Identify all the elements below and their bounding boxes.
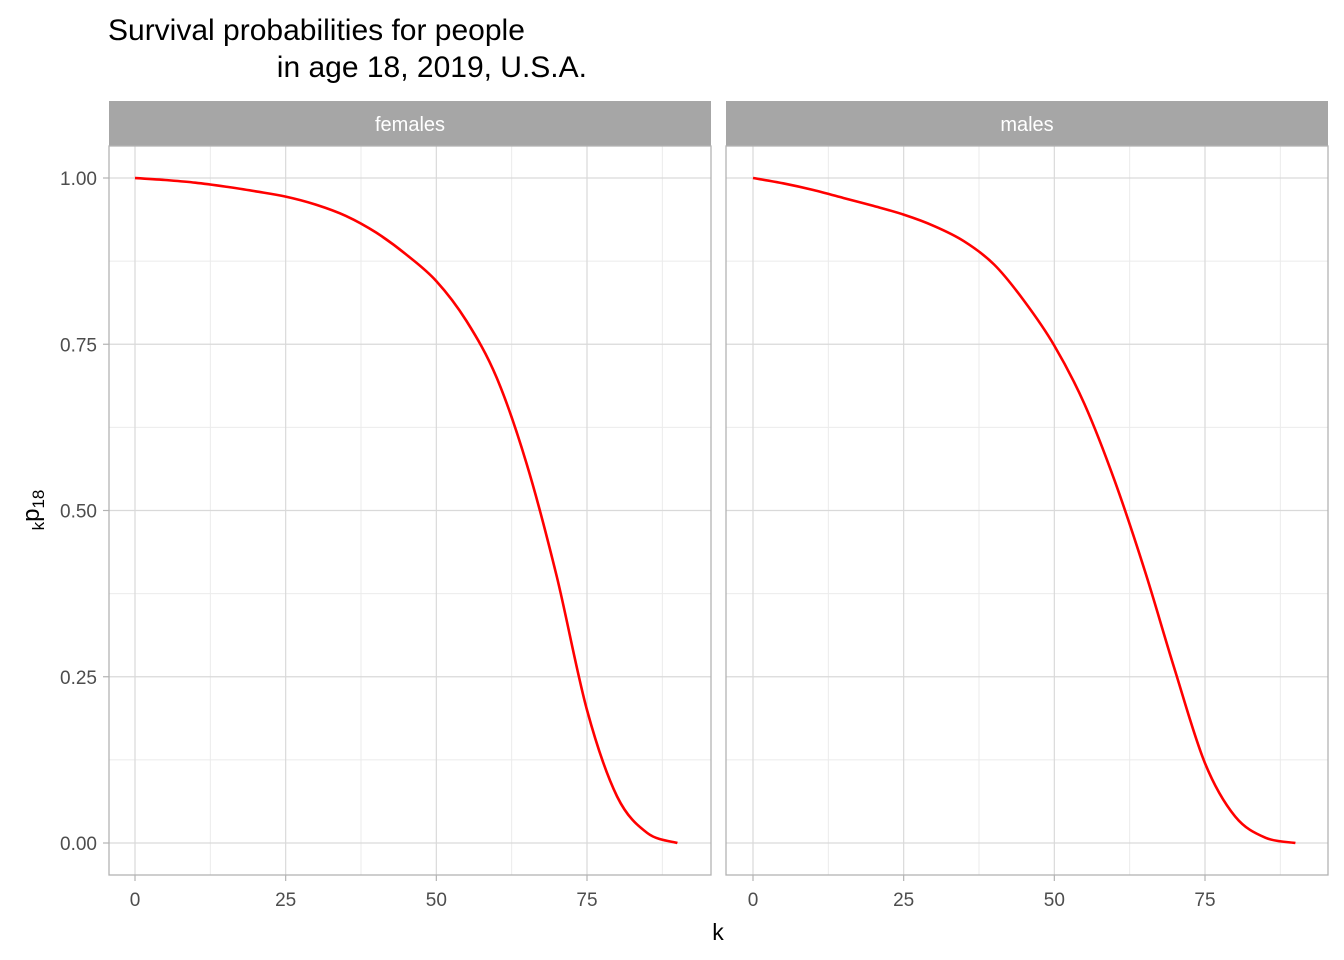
y-tick-label: 1.00 [60,169,97,190]
x-tick-label: 25 [275,890,296,911]
panel-males: males 0 25 50 75 [725,101,1329,911]
facet-strip [109,101,711,146]
chart-title-line1: Survival probabilities for people [108,14,525,47]
y-tick-label: 0.50 [60,502,97,523]
x-tick-label: 50 [1044,890,1065,911]
panel-border [725,145,1329,876]
x-tick-label: 0 [130,890,141,911]
series-line-males [752,176,1296,845]
x-tick-label: 75 [1194,890,1215,911]
facet-label: females [375,114,445,136]
y-axis-title-group: kp18 [18,490,48,531]
y-tick-label: 0.00 [60,834,97,855]
y-axis-title-prefix: k [29,521,48,530]
series-line-females [134,176,678,845]
y-tick-label: 0.75 [60,335,97,356]
y-axis-title: kp18 [18,490,48,531]
x-axis-title: k [712,919,724,945]
facet-strip [726,101,1328,146]
y-tick-label: 0.25 [60,668,97,689]
y-axis-title-main: p [18,509,45,522]
x-tick-label: 0 [748,890,759,911]
facet-label: males [1000,114,1053,136]
chart-title-line2: in age 18, 2019, U.S.A. [277,51,587,84]
y-axis-title-subscript: 18 [29,490,48,509]
panels: females 0 25 50 75 0.00 0.25 0.50 0.75 1.00 males 0… [60,101,1329,911]
x-tick-label: 75 [576,890,597,911]
x-tick-label: 25 [893,890,914,911]
x-tick-label: 50 [426,890,447,911]
panel-females: females 0 25 50 75 0.00 0.25 0.50 0.75 1.00 [60,101,712,911]
